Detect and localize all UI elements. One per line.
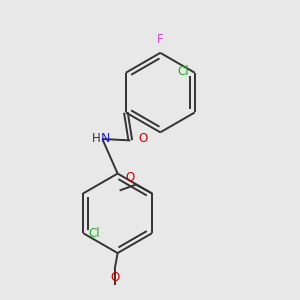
Text: Cl: Cl xyxy=(88,227,100,240)
Text: H: H xyxy=(92,133,101,146)
Text: O: O xyxy=(110,271,119,284)
Text: O: O xyxy=(125,171,134,184)
Text: N: N xyxy=(101,132,110,145)
Text: F: F xyxy=(157,33,164,46)
Text: O: O xyxy=(139,133,148,146)
Text: Cl: Cl xyxy=(178,65,189,78)
